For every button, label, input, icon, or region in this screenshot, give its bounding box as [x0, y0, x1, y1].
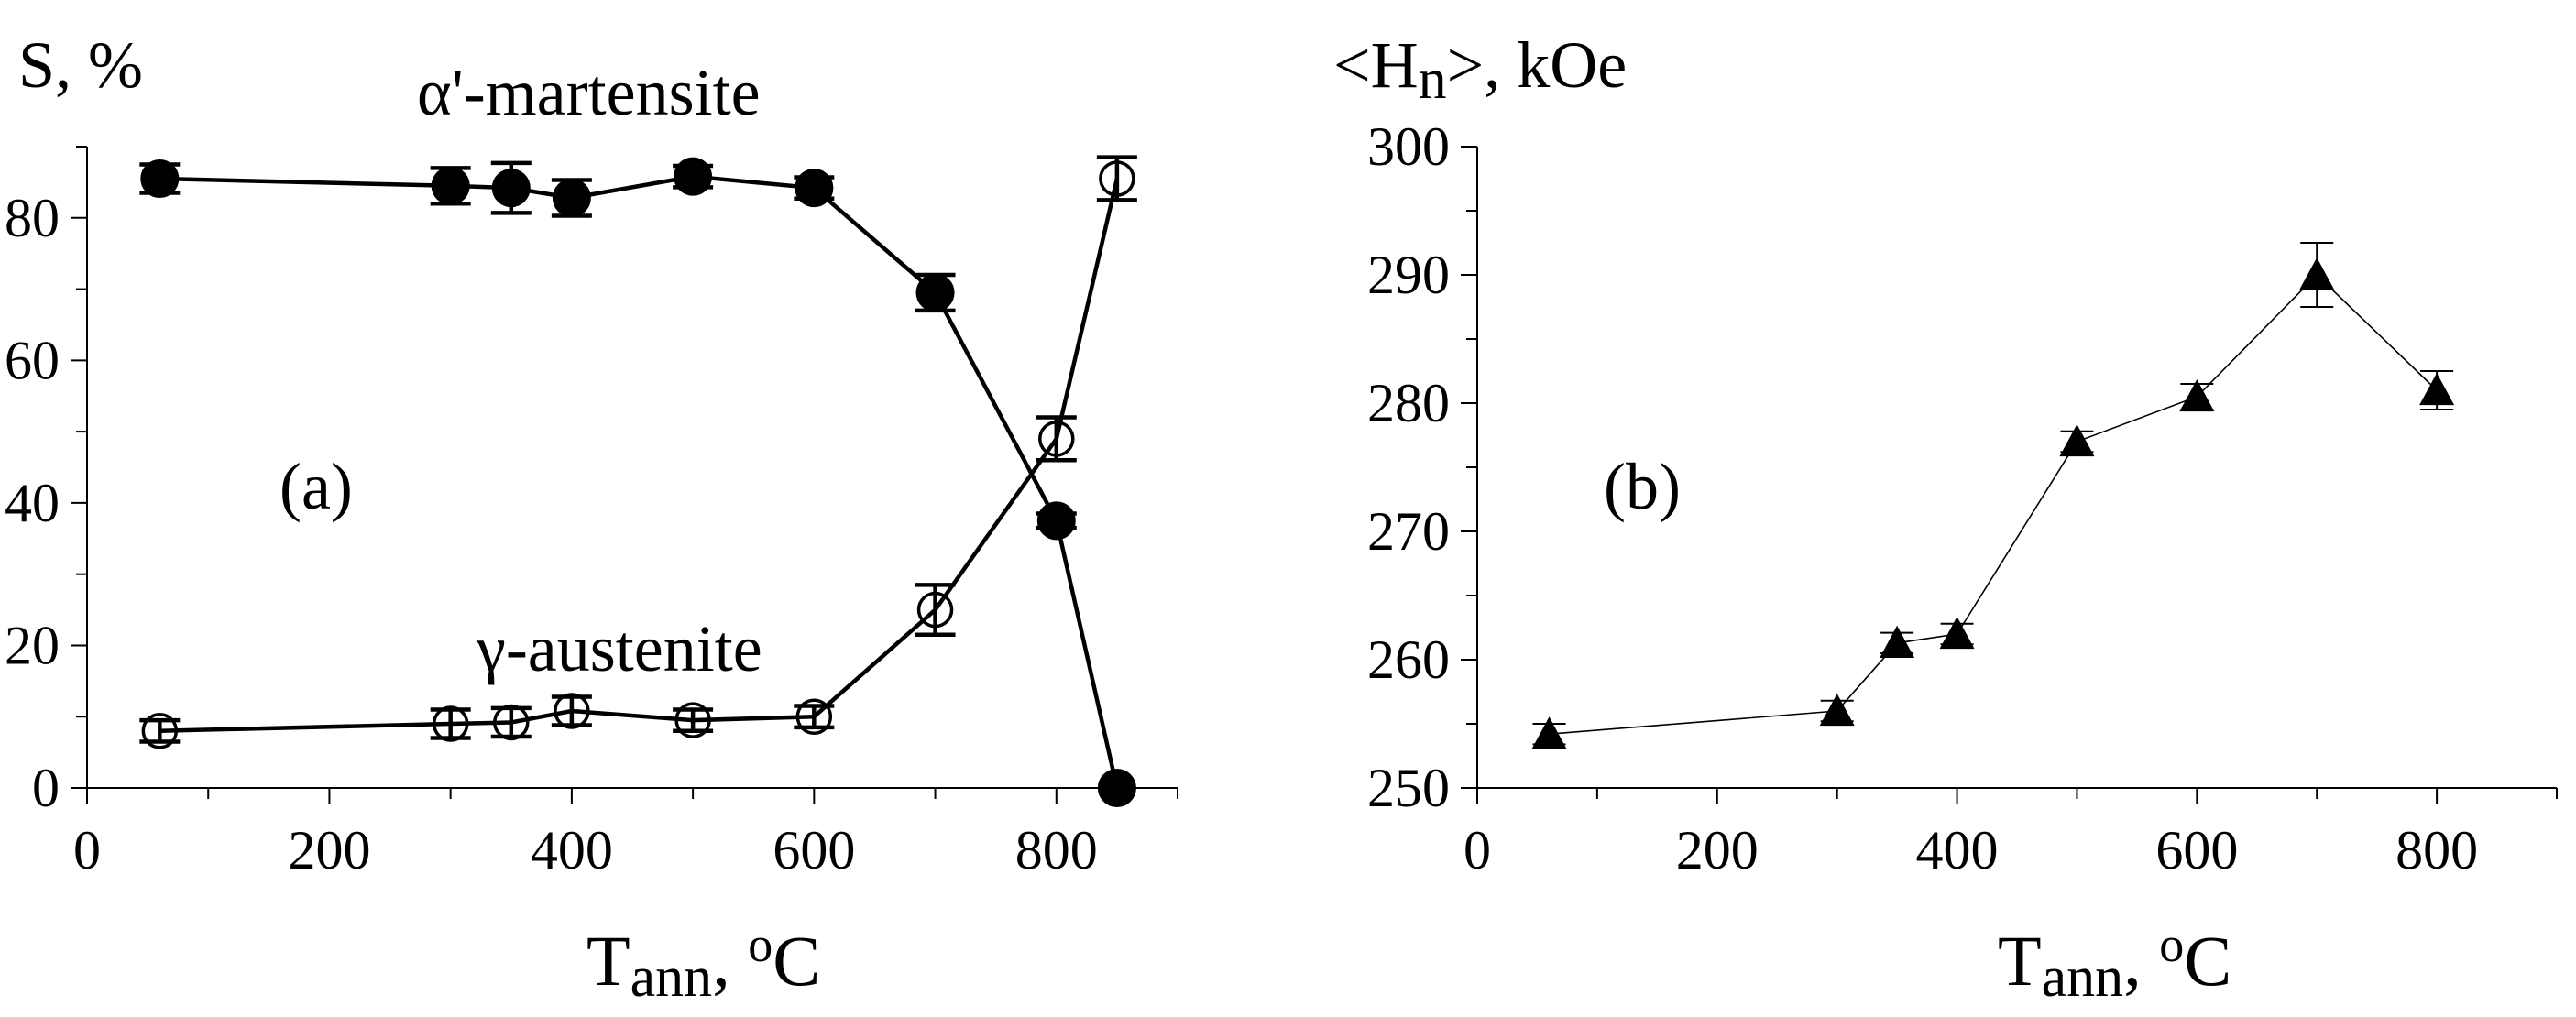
panel-b-series-1-point: [2179, 379, 2215, 412]
panel-a-y-tick-label: 60: [5, 330, 60, 390]
panel-b-x-axis-label-sub: ann: [2042, 946, 2124, 1009]
panel-b-x-tick-label: 0: [1463, 820, 1491, 880]
panel-a-series-2-point: [916, 591, 954, 629]
panel-a-series-2-point: [493, 704, 530, 741]
panel-b-x-axis-label-unit-post: C: [2184, 921, 2231, 1001]
panel-a-series-2-point: [795, 698, 833, 735]
panel-a-y-tick-label: 20: [5, 615, 60, 675]
panel-b-y-tick-label: 250: [1367, 758, 1450, 818]
panel-a-series-2-point: [141, 713, 179, 749]
panel-b-series-1-point: [1939, 617, 1975, 650]
panel-b-x-axis-label-main: T: [1998, 921, 2042, 1001]
panel-b-series-1-point: [2059, 424, 2095, 457]
panel-b-chart: (b) <Hn>, kOe Tann, oC 0 200 400 600 800 250 2…: [1333, 28, 2558, 1009]
panel-a-x-axis-label-unit-post: C: [773, 921, 820, 1001]
panel-a-series-1-point: [1036, 501, 1076, 541]
panel-b-y-tick-label: 280: [1367, 373, 1450, 433]
panel-a-x-tick-label: 600: [773, 820, 855, 880]
panel-a-series-1-point: [1097, 769, 1136, 807]
panel-b-y-axis-label-pre: <H: [1333, 28, 1419, 102]
panel-a-series-1-point: [431, 166, 470, 205]
panel-a-series-2-error-bar: [430, 707, 471, 740]
panel-b-y-tick-label: 290: [1367, 245, 1450, 305]
panel-b-label: (b): [1604, 450, 1681, 523]
panel-b-x-tick-label: 400: [1916, 820, 1999, 880]
panel-b-x-axis-label-unit-sup: o: [2159, 917, 2184, 972]
panel-b-y-tick-label: 300: [1367, 116, 1450, 177]
panel-a-x-axis-label-main: T: [586, 921, 630, 1001]
panel-b-y-tick-label: 270: [1367, 501, 1450, 562]
panel-b-y-axis-label-post: >, kOe: [1447, 28, 1628, 102]
panel-b-series-1-line: [1549, 273, 2438, 735]
panel-a-series-2-point: [1038, 421, 1075, 457]
panel-b-x-tick-label: 200: [1676, 820, 1759, 880]
panel-a-y-axis-label: S, %: [18, 28, 143, 102]
panel-a-series-label-martensite: α'-martensite: [417, 56, 761, 129]
panel-b-x-axis-label-unit-pre: ,: [2123, 921, 2159, 1001]
panel-a-series-2-point: [432, 705, 469, 742]
panel-b-x-tick-label: 800: [2395, 820, 2478, 880]
panel-b-x-axis-label: Tann, oC: [1998, 917, 2231, 1009]
panel-b-y-tick-label: 260: [1367, 629, 1450, 690]
panel-a-series-1-point: [795, 169, 834, 208]
panel-a-y-tick-label: 0: [32, 758, 60, 818]
panel-a-series-2-point: [1099, 160, 1135, 197]
panel-b-series-1-point: [1880, 625, 1915, 658]
panel-a-series-2-point: [554, 693, 590, 729]
panel-a-x-axis-label-unit-sup: o: [748, 917, 773, 972]
panel-a-x-tick-label: 400: [531, 820, 613, 880]
panel-b-y-axis-label: <Hn>, kOe: [1333, 28, 1627, 111]
panel-a-series-label-austenite: γ-austenite: [476, 612, 762, 685]
panel-b-y-axis-label-sub: n: [1419, 49, 1447, 111]
panel-a-y-tick-label: 80: [5, 188, 60, 248]
panel-a-series-1-point: [491, 169, 531, 208]
panel-a-series-2-point: [674, 702, 711, 738]
panel-a-y-tick-label: 40: [5, 473, 60, 533]
panel-a-series-2-error-bar: [551, 694, 592, 727]
panel-a-x-tick-label: 0: [73, 820, 101, 880]
panel-b-series-1-point: [1531, 716, 1567, 749]
panel-a-chart: (a) S, % α'-martensite γ-austenite Tann,…: [5, 28, 1178, 1009]
panel-a-series-1-point: [552, 179, 591, 217]
panel-a-series-2-error-bar: [1096, 155, 1137, 202]
panel-a-x-tick-label: 800: [1015, 820, 1098, 880]
panel-a-x-axis-label-unit-pre: ,: [712, 921, 748, 1001]
panel-a-series-2-error-bar: [1036, 415, 1077, 463]
panel-a-x-axis-label-sub: ann: [630, 946, 713, 1009]
panel-a-x-axis-label: Tann, oC: [586, 917, 820, 1009]
panel-b-series-1-point: [2299, 257, 2335, 290]
panel-a-label: (a): [280, 450, 353, 523]
panel-a-x-tick-label: 200: [288, 820, 370, 880]
panel-b-series-1-point: [2419, 373, 2455, 406]
panel-a-series-1-point: [674, 157, 713, 196]
panel-a-series-2-error-bar: [490, 705, 532, 739]
panel-a-series-1-point: [140, 159, 180, 198]
panel-b-x-tick-label: 600: [2155, 820, 2238, 880]
panel-a-series-1-point: [915, 273, 955, 312]
panel-b-series-1-point: [1819, 694, 1855, 727]
